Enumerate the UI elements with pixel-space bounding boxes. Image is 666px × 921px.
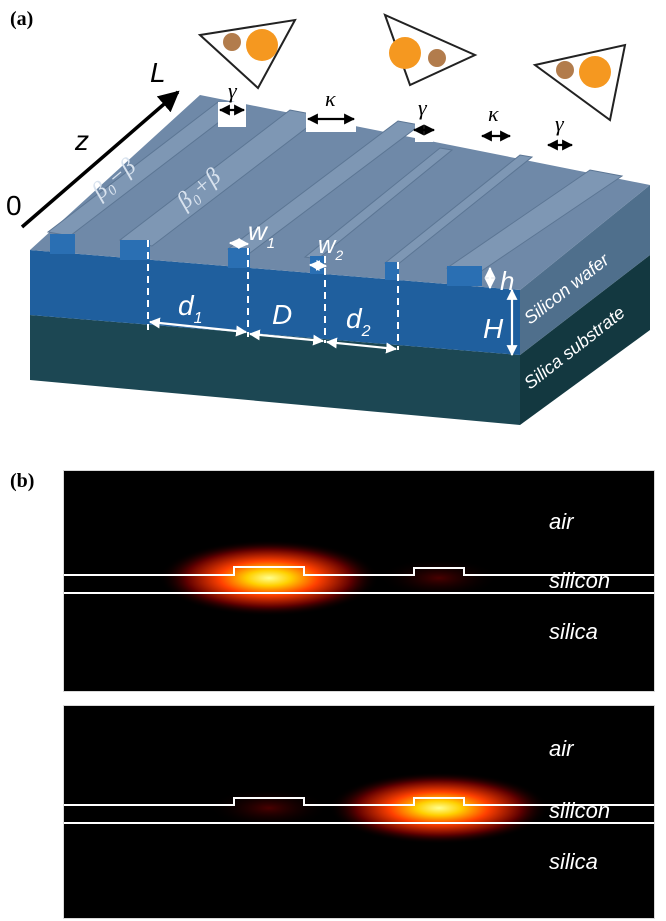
h-label: h bbox=[500, 266, 514, 296]
silicon-outline-top bbox=[64, 566, 654, 576]
silicon-outline-top bbox=[64, 797, 654, 806]
triangle-inset-1 bbox=[197, 18, 297, 90]
D-label: D bbox=[272, 299, 292, 330]
w2-arrow bbox=[308, 259, 328, 272]
field-hotspot-left bbox=[159, 540, 379, 616]
silicon-wafer-side bbox=[520, 185, 650, 355]
silica-substrate-side bbox=[520, 255, 650, 425]
waveguide-structure-diagram: γ κ γ κ γ 0 L z β₀−β β₀+β bbox=[6, 13, 650, 425]
panel-b-label: (b) bbox=[10, 470, 35, 492]
silica-label: silica bbox=[549, 619, 598, 644]
coupling-label-gamma-3: γ bbox=[555, 111, 565, 136]
silicon-label: silicon bbox=[549, 568, 611, 593]
air-label: air bbox=[549, 509, 574, 534]
mode-field-top: air silicon silica bbox=[63, 470, 655, 692]
silica-substrate-front bbox=[30, 315, 520, 425]
H-label: H bbox=[483, 313, 504, 344]
silica-label: silica bbox=[549, 849, 598, 874]
axis-end-label: L bbox=[150, 57, 166, 88]
d2-arrow bbox=[325, 337, 398, 354]
z-axis-arrow bbox=[20, 90, 180, 229]
w1-arrow bbox=[228, 237, 250, 250]
field-faint-right bbox=[379, 558, 499, 598]
w2-label: w2 bbox=[318, 232, 343, 263]
d2-label: d2 bbox=[346, 303, 371, 340]
triangle-inset-3 bbox=[532, 43, 627, 122]
D-arrow bbox=[248, 329, 325, 346]
axis-name-label: z bbox=[74, 125, 89, 156]
coupling-label-gamma-2: γ bbox=[418, 95, 428, 120]
coupling-label-gamma-1: γ bbox=[228, 78, 238, 103]
coupling-label-kappa-2: κ bbox=[488, 101, 499, 126]
field-hotspot-right bbox=[329, 772, 549, 844]
mode-field-bottom: air silicon silica bbox=[63, 705, 655, 919]
coupling-label-kappa-1: κ bbox=[325, 86, 336, 111]
d1-arrow bbox=[148, 317, 248, 337]
silicon-label: silicon bbox=[549, 798, 611, 823]
air-label: air bbox=[549, 736, 574, 761]
d1-label: d1 bbox=[178, 290, 202, 327]
axis-origin-label: 0 bbox=[6, 190, 22, 221]
w1-label: w1 bbox=[248, 216, 275, 252]
triangle-inset-2 bbox=[383, 13, 478, 87]
panel-a-label: (a) bbox=[10, 8, 34, 30]
